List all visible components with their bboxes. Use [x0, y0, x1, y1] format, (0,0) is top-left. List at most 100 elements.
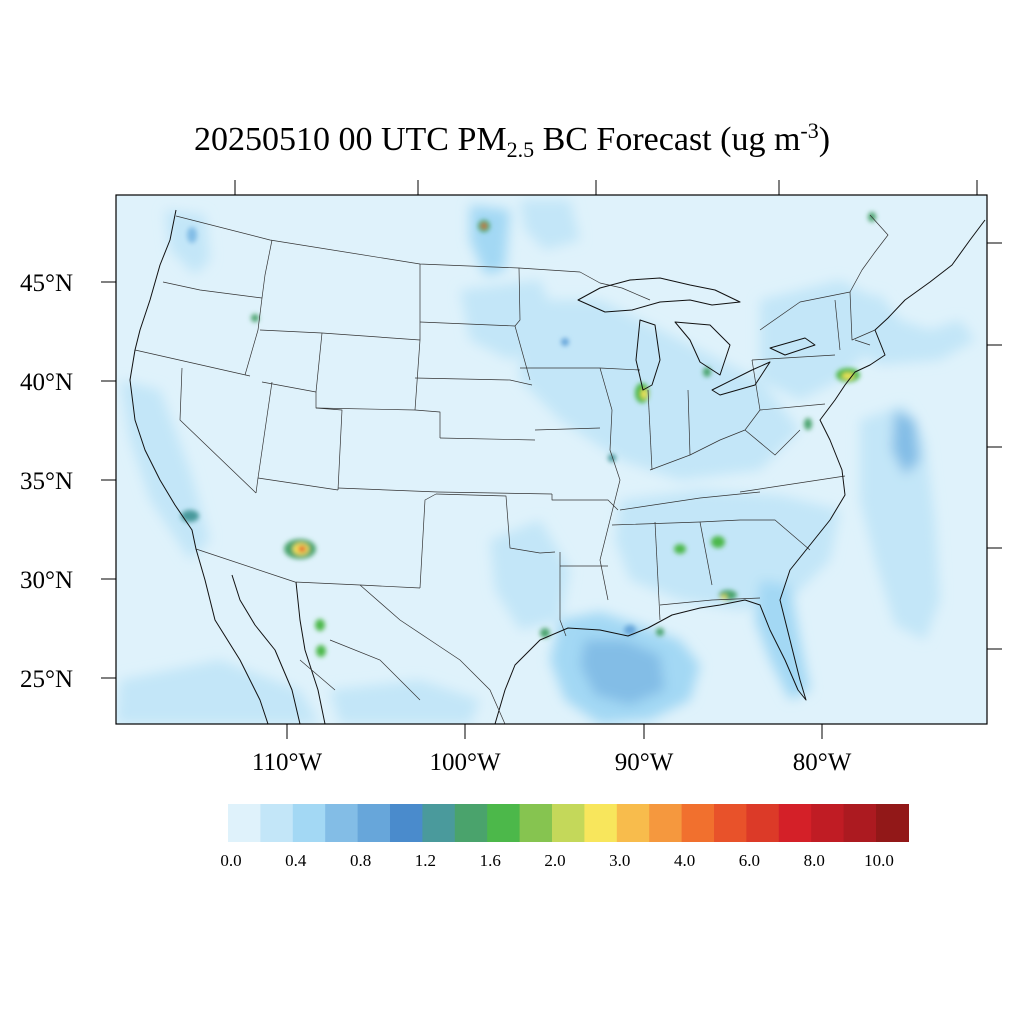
- low-concentration-plumes: [116, 200, 975, 724]
- arizona-mexico: [195, 548, 421, 589]
- colorbar-tick-label: 2.0: [544, 851, 565, 870]
- lat-label: 25°N: [20, 666, 73, 693]
- title-units: (ug m: [720, 121, 801, 158]
- hotspot-new-orleans: [624, 625, 636, 635]
- pennsylvania-south: [759, 403, 826, 411]
- mississippi-alabama: [654, 521, 661, 621]
- coastlines: [129, 209, 986, 724]
- pacific-coast: [129, 209, 269, 724]
- colorbar-tick-label: 3.0: [609, 851, 630, 870]
- colorbar-swatch: [454, 804, 488, 842]
- colorbar-swatch: [487, 804, 521, 842]
- midwest-haze: [520, 300, 800, 480]
- colorbar-swatch: [552, 804, 585, 842]
- minnesota-west: [514, 267, 531, 381]
- colorbar-swatch: [390, 804, 423, 842]
- great-lake-erie: [711, 361, 771, 396]
- colorbar: [228, 804, 909, 842]
- gulf-coast: [494, 599, 807, 724]
- wyoming-colorado: [315, 407, 416, 411]
- illinois-indiana: [647, 389, 653, 471]
- colorbar-labels: 0.0 0.4 0.8 1.2 1.6 2.0 3.0 4.0 6.0 8.0 10.0: [220, 851, 894, 870]
- hotspot-chicago-core: [641, 389, 647, 399]
- us-canada-border: [175, 215, 651, 301]
- hotspot-atlanta: [711, 536, 725, 548]
- concentration-map: [116, 195, 987, 724]
- title-variable: BC Forecast: [542, 121, 712, 158]
- colorbar-swatch: [325, 804, 359, 842]
- dakotas-west: [414, 264, 421, 411]
- hotspot-detroit: [703, 367, 711, 377]
- title-species-subscript: 2.5: [506, 137, 535, 162]
- colorbar-tick-label: 6.0: [739, 851, 760, 870]
- map-background: [116, 195, 987, 724]
- southeast-haze: [615, 490, 840, 610]
- lat-label: 45°N: [20, 270, 73, 297]
- lat-label: 35°N: [20, 468, 73, 495]
- colorado-new-mexico: [337, 487, 439, 493]
- lon-label: 100°W: [429, 749, 500, 776]
- colorbar-tick-label: 10.0: [864, 851, 894, 870]
- state-boundaries: [134, 214, 889, 637]
- lat-label: 30°N: [20, 567, 73, 594]
- great-lake-michigan: [635, 319, 661, 391]
- mexico-haze-south: [330, 680, 480, 724]
- hotspot-birmingham: [674, 544, 686, 554]
- florida-border: [659, 597, 761, 606]
- pennsylvania-ohio: [751, 359, 761, 411]
- baja-peninsula: [231, 574, 301, 724]
- hotspot-phoenix-peak: [298, 546, 306, 552]
- wisconsin-illinois: [599, 367, 641, 371]
- ohio-river: [649, 409, 761, 471]
- canada-haze: [520, 200, 580, 250]
- colorbar-tick-label: 0.4: [285, 851, 307, 870]
- west-virginia: [744, 429, 801, 456]
- new-england-haze: [840, 295, 975, 365]
- northeast-canada-border: [759, 214, 889, 331]
- lon-label: 110°W: [252, 749, 323, 776]
- north-carolina-virginia: [739, 475, 846, 493]
- atlantic-plume: [860, 405, 940, 640]
- colorbar-tick-label: 1.6: [480, 851, 501, 870]
- oklahoma-kansas: [437, 491, 553, 495]
- hotspot-florida-panhandle-core: [721, 595, 727, 599]
- atlantic-coast: [779, 219, 986, 641]
- lon-label: 90°W: [615, 749, 674, 776]
- lat-label: 40°N: [20, 369, 73, 396]
- nebraska-colorado: [414, 409, 441, 438]
- us-mexico-border-texas: [359, 584, 506, 724]
- lon-label: 80°W: [793, 749, 852, 776]
- colorbar-swatch: [422, 804, 456, 842]
- hotspot-louisiana: [656, 628, 664, 636]
- iowa-missouri: [534, 427, 601, 431]
- title-units-close: ): [818, 121, 831, 158]
- mississippi-river: [599, 367, 621, 601]
- colorbar-swatch: [292, 804, 326, 842]
- indiana-ohio: [687, 389, 691, 456]
- pennsylvania-new-york: [751, 354, 836, 361]
- utah-colorado: [315, 392, 343, 491]
- kansas-nebraska: [439, 437, 536, 441]
- hotspot-houston: [540, 628, 550, 638]
- colorbar-swatch: [714, 804, 747, 842]
- new-england-lines: [834, 291, 876, 351]
- colorbar-swatch: [778, 804, 812, 842]
- colorbar-tick-label: 1.2: [415, 851, 436, 870]
- colorbar-swatch: [260, 804, 294, 842]
- colorbar-swatch: [616, 804, 650, 842]
- title-species: PM: [457, 121, 507, 158]
- louisiana-texas: [559, 552, 567, 637]
- kentucky-tennessee: [619, 491, 761, 511]
- south-dakota-north-dakota: [419, 321, 516, 327]
- great-lake-superior: [577, 277, 741, 313]
- missouri-arkansas: [551, 494, 619, 511]
- hotspot-montana-core: [481, 223, 487, 229]
- hotspot-washington: [804, 418, 812, 430]
- colorbar-tick-label: 8.0: [804, 851, 825, 870]
- frame-tick-marks: [234, 180, 1002, 650]
- title-units-exponent: -3: [800, 118, 819, 143]
- map-frame: [115, 194, 988, 725]
- colorbar-swatch: [811, 804, 845, 842]
- alabama-georgia: [699, 521, 713, 586]
